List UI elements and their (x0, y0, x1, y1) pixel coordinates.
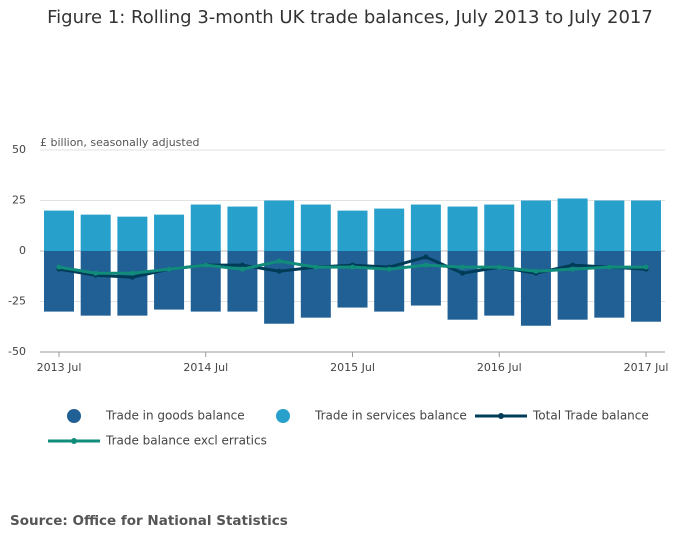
point (460, 270, 466, 276)
bar (594, 251, 625, 318)
bar (594, 200, 625, 251)
bar (557, 198, 588, 251)
point (166, 266, 172, 272)
point (496, 264, 502, 270)
bar (374, 251, 405, 312)
bar (447, 251, 478, 320)
point (423, 262, 429, 268)
point (533, 268, 539, 274)
point (203, 262, 209, 268)
legend-marker (276, 409, 290, 423)
bar (154, 251, 185, 310)
legend-label: Total Trade balance (532, 409, 649, 423)
legend-marker (71, 438, 77, 444)
bar (190, 251, 221, 312)
x-tick-label: 2015 Jul (330, 361, 375, 374)
y-tick-label: -50 (8, 345, 26, 358)
point (129, 274, 135, 280)
bar (80, 214, 111, 251)
point (239, 266, 245, 272)
bar (154, 214, 185, 251)
bar (631, 251, 661, 322)
legend-marker (498, 413, 504, 419)
x-tick-label: 2016 Jul (477, 361, 522, 374)
point (643, 264, 649, 270)
point (460, 264, 466, 270)
bar (484, 251, 515, 316)
y-tick-label: 25 (12, 194, 26, 207)
bar (44, 210, 74, 251)
bar (117, 251, 148, 316)
bar (264, 200, 295, 251)
bar (447, 206, 478, 251)
x-tick-label: 2014 Jul (183, 361, 228, 374)
point (129, 270, 135, 276)
y-tick-label: -25 (8, 295, 26, 308)
bar (44, 251, 74, 312)
bar (190, 204, 221, 251)
bar (520, 251, 551, 326)
legend-label: Trade in goods balance (105, 409, 245, 423)
point (93, 270, 99, 276)
point (570, 266, 576, 272)
y-tick-label: 0 (19, 244, 26, 257)
bar (484, 204, 515, 251)
bar (557, 251, 588, 320)
bar (300, 251, 331, 318)
bar (337, 251, 368, 308)
legend-marker (67, 409, 81, 423)
x-tick-label: 2013 Jul (37, 361, 82, 374)
source: Source: Office for National Statistics (10, 513, 288, 529)
legend-label: Trade balance excl erratics (105, 434, 267, 448)
point (423, 254, 429, 260)
point (276, 258, 282, 264)
point (350, 264, 355, 270)
chart-title: Figure 1: Rolling 3-month UK trade balan… (47, 7, 653, 28)
bar (117, 216, 148, 251)
x-tick-label: 2017 Jul (624, 361, 669, 374)
bar (374, 208, 405, 251)
y-tick-label: 50 (12, 143, 26, 156)
bar (227, 251, 258, 312)
point (313, 264, 319, 270)
y-axis-label: £ billion, seasonally adjusted (40, 136, 199, 149)
point (386, 266, 392, 272)
legend-label: Trade in services balance (314, 409, 467, 423)
point (606, 264, 612, 270)
point (56, 264, 62, 270)
bar (410, 204, 441, 251)
bar (227, 206, 258, 251)
bar (631, 200, 661, 251)
point (570, 262, 576, 268)
point (239, 262, 245, 268)
bar (520, 200, 551, 251)
point (276, 268, 282, 274)
bar (80, 251, 111, 316)
bar (337, 210, 368, 251)
bar (300, 204, 331, 251)
